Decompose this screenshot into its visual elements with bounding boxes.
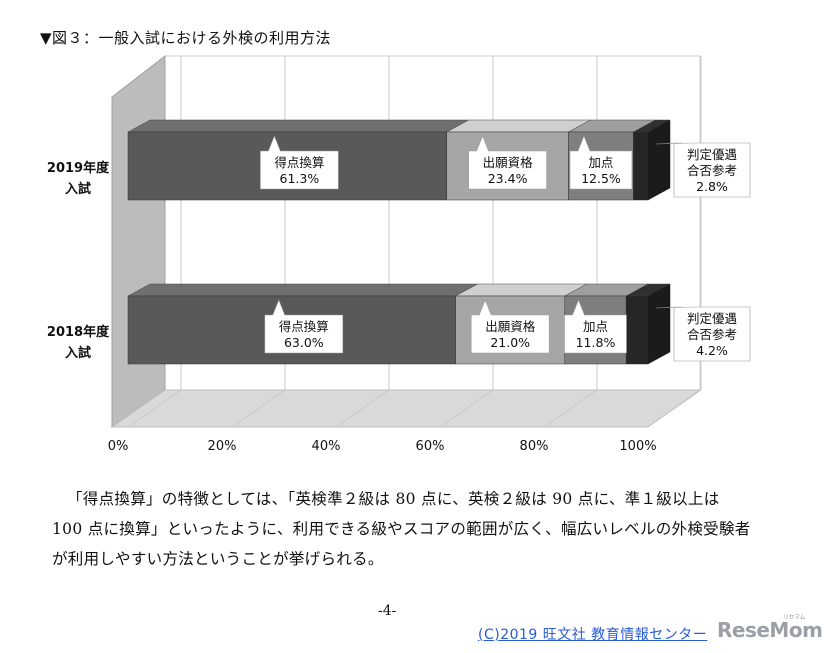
bar-segment — [625, 295, 649, 365]
bar-segment-top — [455, 283, 587, 297]
chart-floor — [110, 389, 702, 428]
stacked-bar-chart: 得点換算61.3%出願資格23.4%加点12.5%判定優遇合否参考2.8%得点換… — [47, 54, 751, 454]
data-label: 23.4% — [488, 171, 528, 186]
bar-segment-top — [127, 119, 469, 133]
data-label: 得点換算 — [274, 155, 324, 170]
category-label: 2019年度 — [47, 160, 110, 176]
callout-box — [655, 142, 751, 198]
x-tick-label: 20% — [208, 439, 237, 454]
copyright-link[interactable]: (C)2019 旺文社 教育情報センター — [478, 627, 708, 643]
x-tick-label: 0% — [108, 439, 129, 454]
bar-segment-top — [127, 283, 478, 297]
callout-box — [655, 306, 751, 362]
data-label: 出願資格 — [485, 319, 536, 334]
callout-box — [569, 135, 633, 190]
body-paragraph: 「得点換算」の特徴としては、「英検準２級は 80 点に、英検２級は 90 点に、… — [52, 490, 751, 568]
data-label: 11.8% — [576, 335, 616, 350]
x-tick-label: 100% — [619, 439, 656, 454]
category-label: 2018年度 — [47, 324, 110, 340]
category-label: 入試 — [65, 345, 91, 361]
data-label: 63.0% — [284, 335, 324, 350]
callouts-group: 得点換算61.3%出願資格23.4%加点12.5%判定優遇合否参考2.8%得点換… — [260, 135, 751, 362]
data-label: 21.0% — [490, 335, 530, 350]
data-label: 加点 — [583, 319, 608, 334]
data-label: 出願資格 — [483, 155, 534, 170]
page-number: -4- — [378, 603, 397, 619]
callout-box — [260, 135, 339, 190]
data-label: 判定優遇 — [687, 147, 737, 162]
data-label: 得点換算 — [279, 319, 329, 334]
resemom-logo: ReseMom リセマム — [717, 614, 823, 642]
chart-left-wall — [111, 54, 166, 428]
data-label: 2.8% — [696, 179, 728, 194]
bar-segment-top — [446, 119, 591, 133]
data-label: 判定優遇 — [687, 311, 737, 326]
figure-caption: ▼図３：一般入試における外検の利用方法 — [40, 29, 332, 47]
bar-segment-side — [647, 119, 671, 201]
bar-segment — [633, 131, 649, 201]
data-label: 加点 — [588, 155, 613, 170]
x-tick-label: 40% — [312, 439, 341, 454]
data-label: 12.5% — [581, 171, 621, 186]
data-label: 61.3% — [280, 171, 320, 186]
x-tick-label: 60% — [416, 439, 445, 454]
data-label: 合否参考 — [687, 163, 737, 178]
callout-box — [470, 299, 550, 354]
data-label: 4.2% — [696, 343, 728, 358]
x-axis-ticks: 0% 20% 40% 60% 80% 100% — [108, 439, 657, 454]
x-tick-label: 80% — [520, 439, 549, 454]
data-label: 合否参考 — [687, 327, 737, 342]
category-label: 入試 — [65, 181, 91, 197]
callout-box — [264, 299, 344, 354]
callout-box — [468, 135, 547, 190]
bar-segment-side — [647, 283, 671, 365]
callout-box — [564, 299, 627, 354]
